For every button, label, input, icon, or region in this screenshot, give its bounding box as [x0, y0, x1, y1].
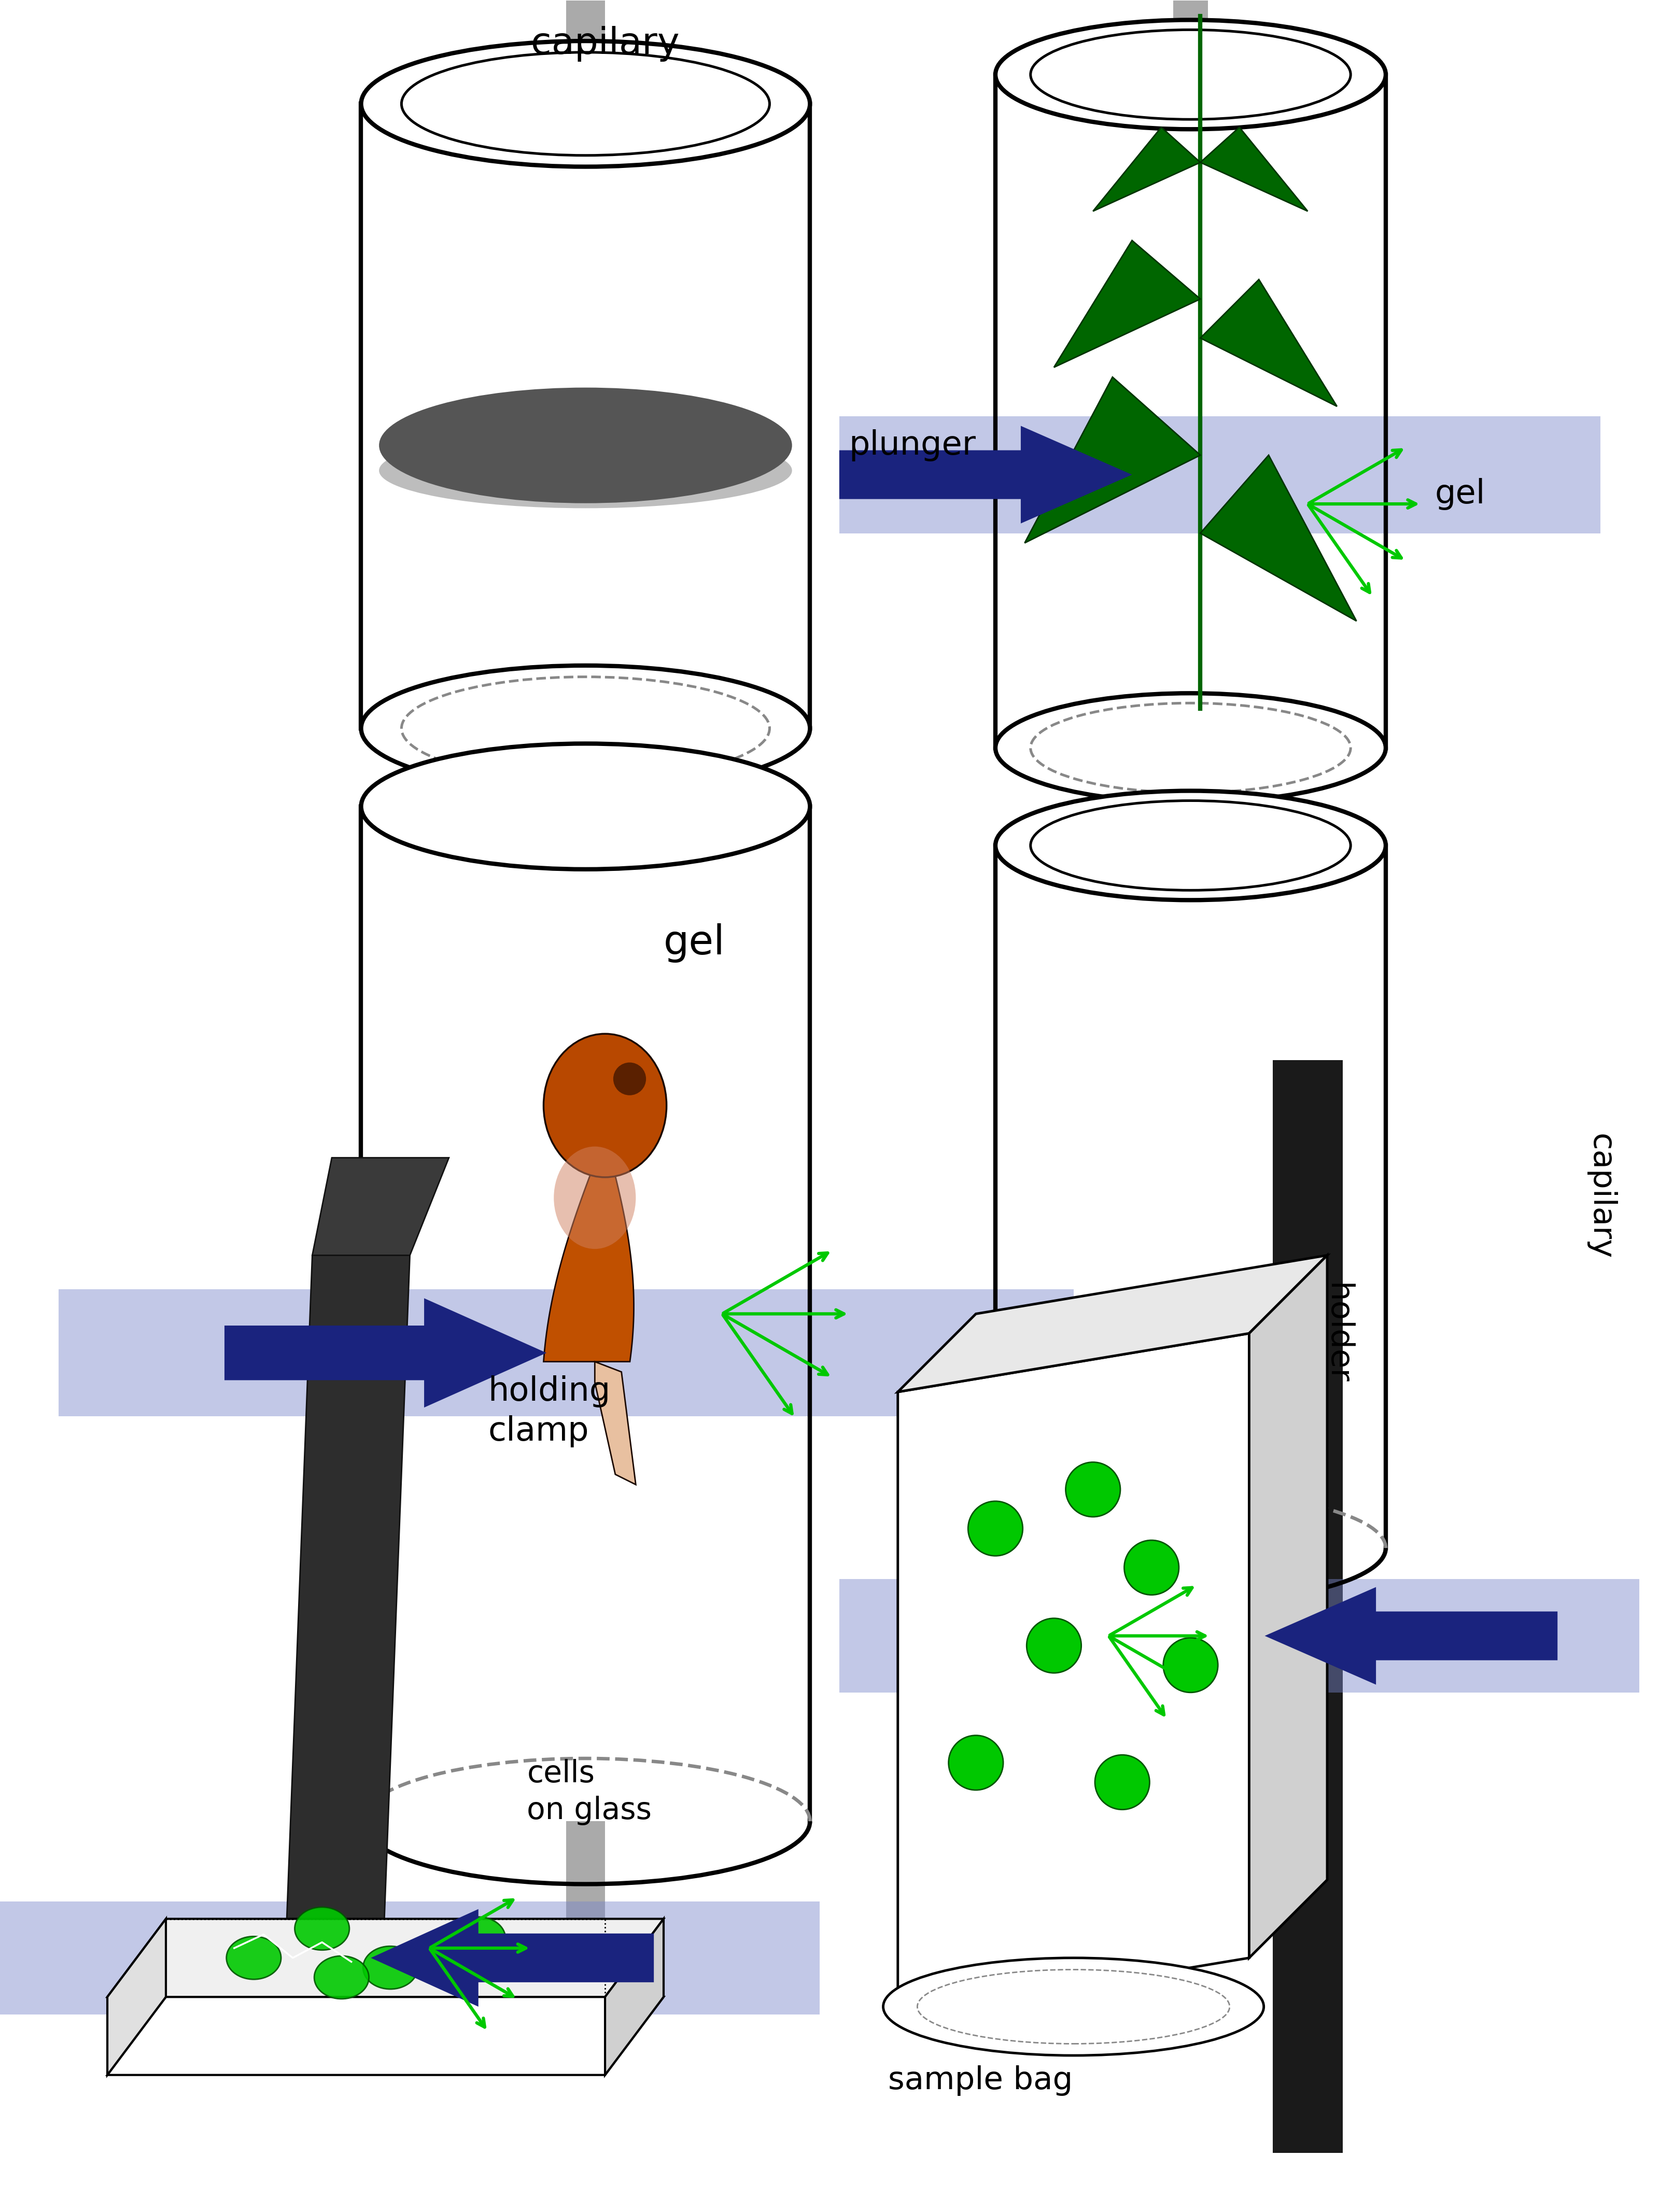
Polygon shape	[1201, 456, 1357, 622]
Polygon shape	[1264, 1586, 1558, 1686]
Polygon shape	[372, 1909, 654, 2006]
Polygon shape	[312, 1157, 450, 1254]
Polygon shape	[362, 807, 810, 1820]
Polygon shape	[1053, 241, 1201, 367]
Polygon shape	[898, 1254, 1327, 1391]
Ellipse shape	[544, 1033, 667, 1177]
Text: holding
clamp: holding clamp	[488, 1376, 611, 1447]
Polygon shape	[839, 427, 1131, 524]
Ellipse shape	[378, 434, 791, 509]
Polygon shape	[1093, 128, 1201, 210]
FancyBboxPatch shape	[566, 0, 606, 2017]
Polygon shape	[108, 1918, 664, 1997]
Ellipse shape	[995, 20, 1385, 128]
Ellipse shape	[995, 692, 1385, 803]
Ellipse shape	[1163, 1637, 1218, 1692]
Ellipse shape	[1027, 1619, 1082, 1672]
Polygon shape	[0, 1902, 820, 2015]
Polygon shape	[995, 845, 1385, 1548]
Polygon shape	[284, 1254, 410, 2017]
Polygon shape	[995, 75, 1385, 748]
Ellipse shape	[314, 1955, 368, 2000]
Ellipse shape	[1095, 1754, 1150, 1809]
Ellipse shape	[378, 387, 791, 502]
Ellipse shape	[969, 1502, 1022, 1555]
Ellipse shape	[362, 666, 810, 792]
Polygon shape	[1201, 279, 1337, 407]
Text: sample bag: sample bag	[888, 2066, 1073, 2095]
Ellipse shape	[226, 1935, 280, 1980]
Text: cells
on glass: cells on glass	[528, 1759, 652, 1825]
Ellipse shape	[295, 1907, 350, 1951]
Text: gel: gel	[1435, 478, 1485, 511]
Polygon shape	[544, 1137, 634, 1363]
Ellipse shape	[1125, 1540, 1180, 1595]
Polygon shape	[1025, 376, 1201, 542]
Ellipse shape	[1065, 1462, 1120, 1517]
Polygon shape	[1249, 1254, 1327, 1958]
Ellipse shape	[949, 1736, 1004, 1790]
Ellipse shape	[451, 1918, 506, 1960]
Polygon shape	[362, 104, 810, 728]
Polygon shape	[108, 1997, 664, 2075]
Ellipse shape	[995, 792, 1385, 900]
Polygon shape	[839, 1579, 1639, 1692]
FancyBboxPatch shape	[1173, 0, 1208, 1548]
Polygon shape	[58, 1290, 1073, 1416]
Polygon shape	[596, 1363, 635, 1484]
Polygon shape	[898, 1334, 1249, 2017]
Polygon shape	[108, 1918, 166, 2075]
Polygon shape	[606, 1918, 664, 2075]
Ellipse shape	[362, 743, 810, 869]
Ellipse shape	[614, 1062, 645, 1095]
FancyBboxPatch shape	[1272, 1060, 1342, 2152]
Text: plunger: plunger	[849, 429, 975, 462]
Ellipse shape	[362, 42, 810, 166]
Text: capilary: capilary	[531, 27, 679, 62]
Text: holder: holder	[1322, 1283, 1352, 1385]
Text: gel: gel	[664, 922, 725, 962]
Polygon shape	[1201, 128, 1307, 210]
Text: capilary: capilary	[1584, 1135, 1616, 1259]
Polygon shape	[839, 416, 1601, 533]
Ellipse shape	[363, 1947, 418, 1989]
Ellipse shape	[883, 1958, 1264, 2055]
Ellipse shape	[554, 1146, 635, 1250]
Polygon shape	[224, 1298, 546, 1407]
